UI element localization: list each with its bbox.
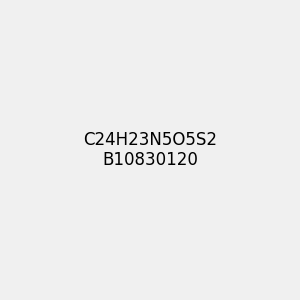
Text: C24H23N5O5S2
B10830120: C24H23N5O5S2 B10830120 — [83, 130, 217, 170]
